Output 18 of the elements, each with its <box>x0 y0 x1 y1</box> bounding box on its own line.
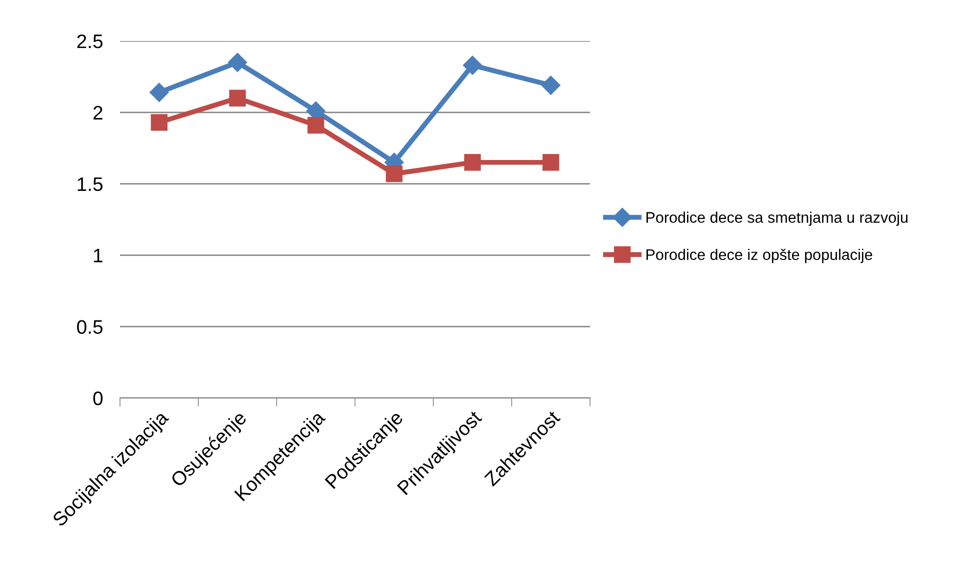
point <box>541 76 560 95</box>
legend-label: Porodice dece sa smetnjama u razvoju <box>646 212 908 226</box>
point <box>462 56 482 75</box>
point <box>150 114 168 131</box>
legend-label: Porodice dece iz opšte populacije <box>646 248 872 264</box>
point <box>228 52 248 72</box>
y-tick-label: 2 <box>94 106 102 120</box>
point <box>308 116 324 134</box>
point <box>229 90 246 106</box>
y-tick-label: 1.5 <box>78 177 103 192</box>
point <box>542 154 560 171</box>
y-tick-label: 2.5 <box>77 34 103 48</box>
point <box>150 82 169 102</box>
point <box>386 165 402 182</box>
point <box>464 154 481 171</box>
y-tick-label: 0 <box>93 391 103 406</box>
y-tick-label: 1 <box>94 248 102 262</box>
y-tick-label: 0.5 <box>77 320 103 334</box>
